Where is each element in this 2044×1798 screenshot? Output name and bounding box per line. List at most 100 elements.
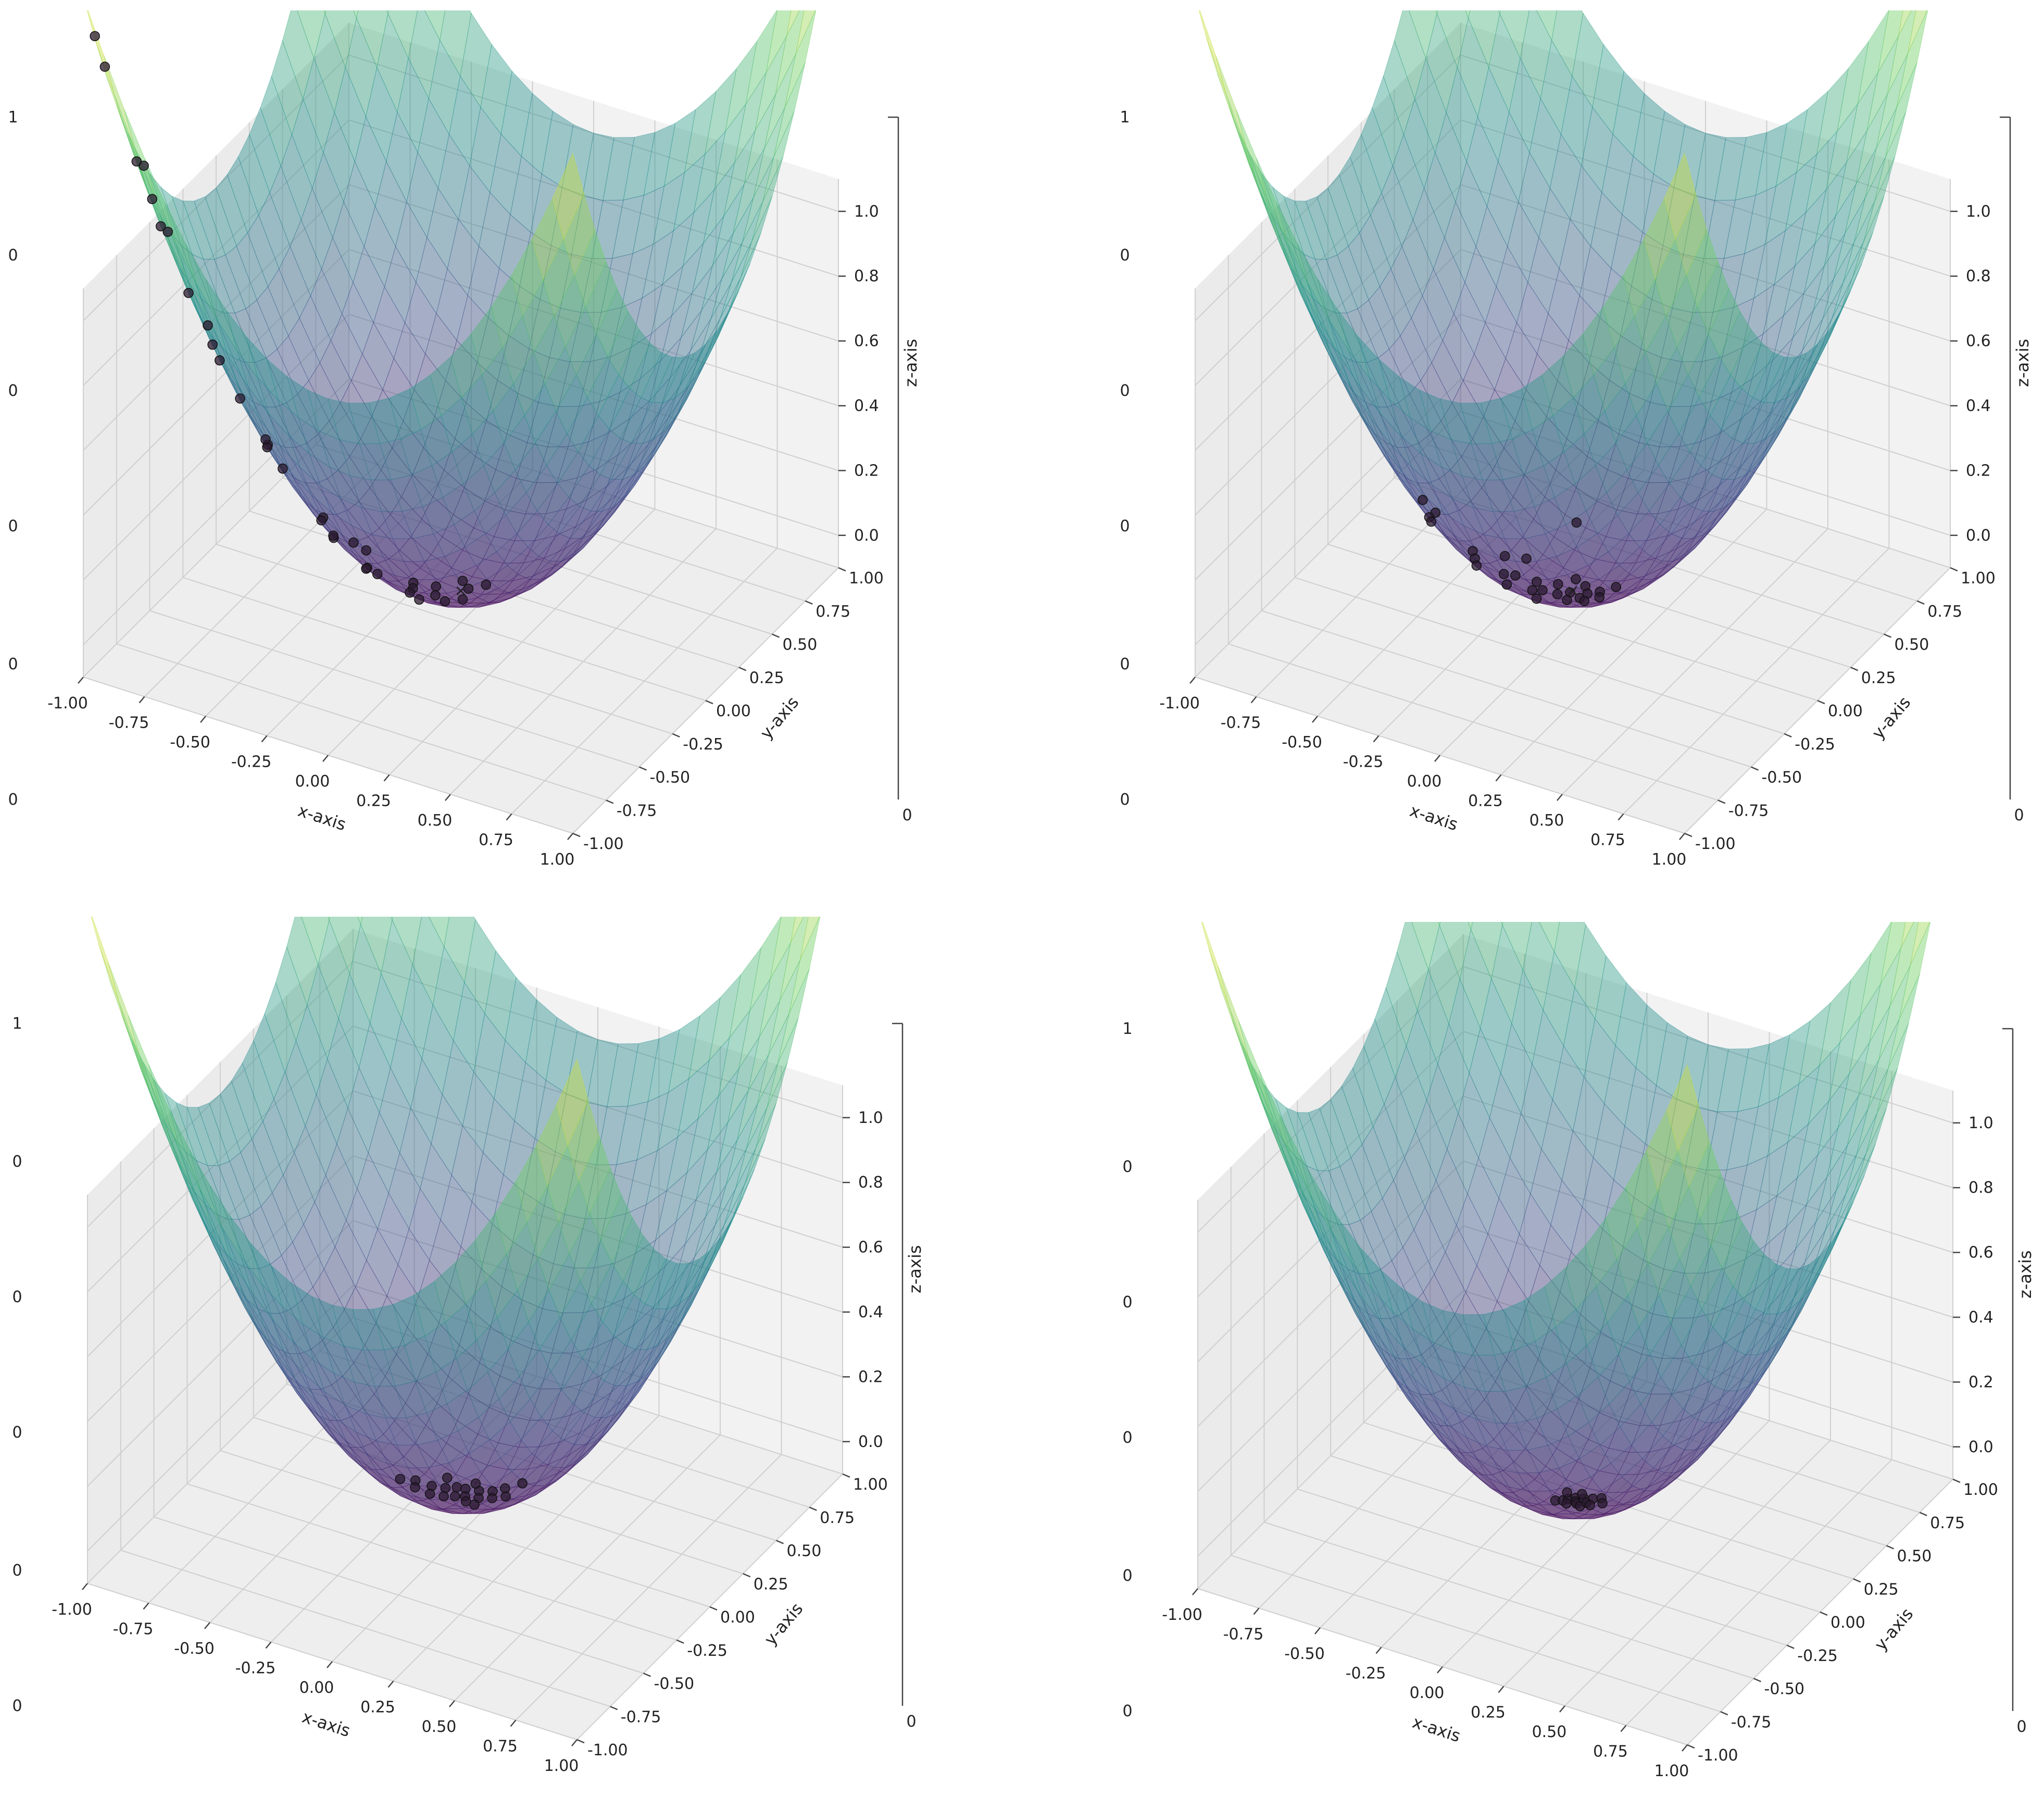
y-tick-mark: [1850, 667, 1859, 671]
data-point: [1527, 585, 1538, 595]
colorbar-bottom-label: 0: [2014, 806, 2024, 825]
x-tick-label: 1.00: [1654, 1762, 1689, 1780]
z-tick-label: 1.0: [1966, 203, 1991, 221]
z-tick-label: 0.4: [854, 397, 879, 415]
data-point: [457, 576, 468, 586]
x-tick-label: 0.00: [1410, 1684, 1445, 1702]
x-tick-mark: [261, 735, 268, 743]
data-points: [395, 1472, 528, 1510]
surface: [91, 917, 821, 1514]
z-tick-label: 0.4: [1966, 397, 1991, 415]
data-point: [414, 594, 424, 605]
data-point: [260, 434, 271, 445]
x-tick-mark: [1192, 1588, 1198, 1595]
chart-panel-bottom-right: -1.00-0.75-0.50-0.250.000.250.500.751.00…: [1122, 922, 2035, 1780]
x-tick-mark: [78, 677, 84, 684]
x-tick-label: -0.50: [1282, 733, 1322, 752]
data-point: [1579, 596, 1590, 606]
colorbar: 0: [2000, 116, 2024, 825]
y-tick-label: -0.50: [654, 1675, 695, 1693]
grid-line: [315, 56, 806, 602]
x-tick-label: -0.75: [113, 1620, 154, 1639]
y-tick-mark: [1919, 1512, 1927, 1516]
colorbar: 0: [892, 1022, 917, 1731]
z-tick-label: 1.0: [854, 203, 879, 221]
y-tick-label: 0.75: [1927, 603, 1962, 621]
data-point: [361, 545, 371, 556]
y-tick-label: 1.00: [853, 1476, 888, 1494]
grid-line: [1429, 967, 1920, 1513]
x-tick-mark: [387, 1680, 394, 1688]
data-point: [1561, 1498, 1572, 1509]
y-tick-label: -1.00: [587, 1741, 628, 1759]
colorbar-bottom-label: 0: [2016, 1718, 2026, 1736]
x-tick-label: -0.75: [1223, 1626, 1264, 1644]
y-tick-mark: [809, 1506, 817, 1511]
x-tick-mark: [449, 1700, 455, 1707]
data-point: [440, 596, 450, 607]
stub-tick-label: 1: [12, 1015, 22, 1033]
x-tick-mark: [200, 716, 206, 723]
data-point: [1501, 579, 1512, 590]
data-point: [1532, 577, 1542, 587]
y-tick-mark: [709, 1606, 718, 1611]
grid-lines: [87, 929, 843, 1740]
stub-tick-label: 0: [1120, 382, 1130, 400]
z-tick-label: 0.6: [854, 332, 879, 351]
data-point: [1471, 560, 1482, 571]
z-tick-label: 0.6: [1968, 1244, 1993, 1262]
y-tick-label: -0.25: [1795, 735, 1835, 754]
grid-line: [1197, 1160, 1953, 1427]
data-point: [440, 1483, 451, 1493]
data-point: [442, 1472, 453, 1483]
data-point: [500, 1491, 511, 1502]
z-tick-label: 0.4: [1968, 1308, 1993, 1327]
chart-panel-top-right: ×-1.00-0.75-0.50-0.250.000.250.500.751.0…: [1120, 10, 2033, 869]
y-tick-mark: [1687, 1744, 1695, 1749]
y-tick-mark: [842, 1473, 850, 1478]
data-point: [156, 221, 166, 232]
data-point: [1577, 1489, 1587, 1500]
x-tick-label: 0.75: [479, 831, 513, 850]
grid-line: [248, 122, 739, 668]
y-tick-label: 0.00: [1830, 1614, 1865, 1632]
x-tick-mark: [567, 833, 573, 840]
grid-line: [1195, 184, 1951, 451]
data-point: [235, 393, 245, 404]
grid-line: [87, 960, 843, 1228]
y-tick-mark: [1817, 700, 1825, 705]
y-tick-label: 1.00: [1963, 1481, 1998, 1499]
y-axis-label: y-axis: [756, 693, 803, 743]
x-tick-mark: [1620, 1725, 1627, 1732]
grid-line: [1227, 255, 1719, 801]
x-tick-label: 0.50: [418, 811, 453, 830]
data-point: [1510, 570, 1521, 581]
y-tick-label: -1.00: [583, 835, 624, 853]
x-tick-mark: [204, 1622, 210, 1629]
x-tick-mark: [571, 1739, 578, 1746]
data-point: [517, 1478, 528, 1489]
z-axis: 0.0 0.2 0.4 0.6 0.8 1.0 z-axis: [1953, 1114, 2035, 1456]
grid-line: [1195, 119, 1951, 386]
y-tick-label: 0.75: [816, 603, 850, 621]
stub-tick-label: 0: [1122, 1429, 1132, 1447]
data-point: [481, 579, 491, 590]
x-tick-label: 0.50: [1532, 1723, 1567, 1741]
data-point: [328, 530, 338, 541]
data-point: [452, 1482, 462, 1493]
x-tick-mark: [143, 1602, 149, 1610]
x-tick-label: 0.75: [1590, 831, 1625, 850]
data-point: [450, 1491, 460, 1502]
y-tick-mark: [705, 700, 713, 705]
x-tick-mark: [327, 1661, 333, 1668]
z-tick-label: 0.2: [1968, 1373, 1993, 1391]
data-point: [139, 160, 149, 171]
z-tick-label: 0.8: [1966, 267, 1991, 285]
x-tick-label: 0.00: [295, 772, 330, 791]
left-stub-labels: 1 0 0 0 0 0: [1122, 1020, 1132, 1720]
y-tick-mark: [1853, 1578, 1861, 1583]
grid-line: [83, 378, 839, 645]
data-points: [1418, 495, 1621, 606]
data-point: [1562, 595, 1572, 605]
